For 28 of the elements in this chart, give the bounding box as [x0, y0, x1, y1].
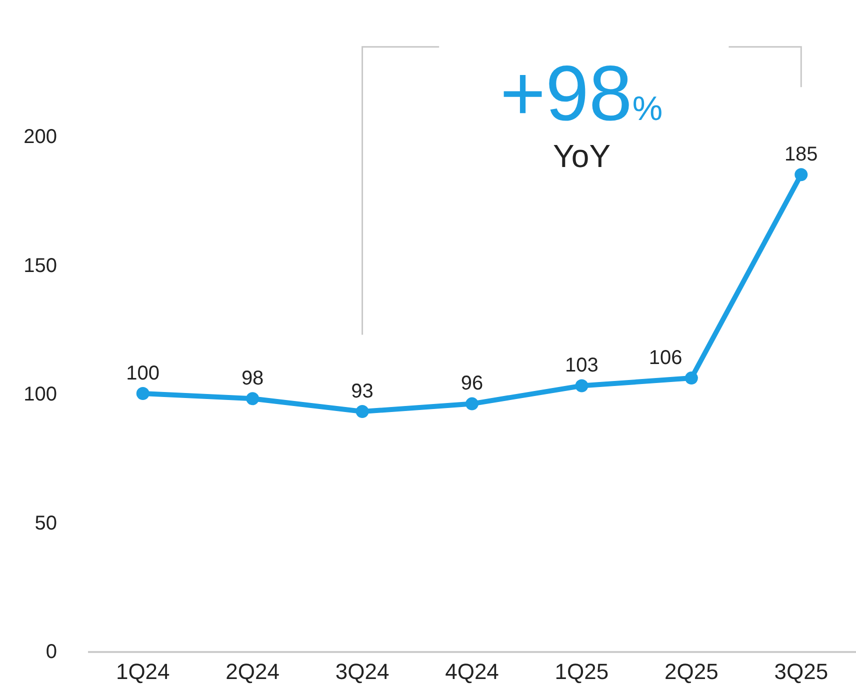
y-tick-label: 100: [24, 384, 57, 406]
y-tick-label: 50: [34, 512, 57, 534]
x-tick-label: 1Q25: [554, 659, 609, 684]
data-label: 98: [241, 368, 264, 390]
point: [684, 372, 698, 385]
data-label: 103: [565, 354, 598, 377]
data-label: 185: [784, 143, 818, 166]
data-label: 100: [126, 362, 160, 384]
x-tick-label: 3Q24: [335, 659, 390, 684]
y-tick-label: 0: [46, 641, 57, 663]
x-tick-label: 1Q24: [116, 659, 170, 684]
data-label: 106: [648, 346, 682, 369]
annotation: +98%: [500, 49, 663, 137]
x-tick-label: 2Q24: [226, 659, 280, 684]
x-tick-label: 4Q24: [445, 659, 499, 684]
x-tick-label: 3Q25: [774, 659, 828, 684]
point: [136, 387, 150, 400]
data-label: 96: [460, 372, 484, 395]
point: [575, 379, 588, 392]
y-tick-label: 150: [24, 254, 57, 277]
x-tick-label: 2Q25: [664, 659, 718, 684]
point: [246, 392, 260, 406]
data-label: 93: [351, 380, 374, 402]
point: [466, 397, 478, 410]
y-tick-label: 200: [24, 126, 57, 148]
point: [356, 405, 369, 418]
point: [794, 168, 808, 182]
annotation: YoY: [553, 138, 611, 174]
